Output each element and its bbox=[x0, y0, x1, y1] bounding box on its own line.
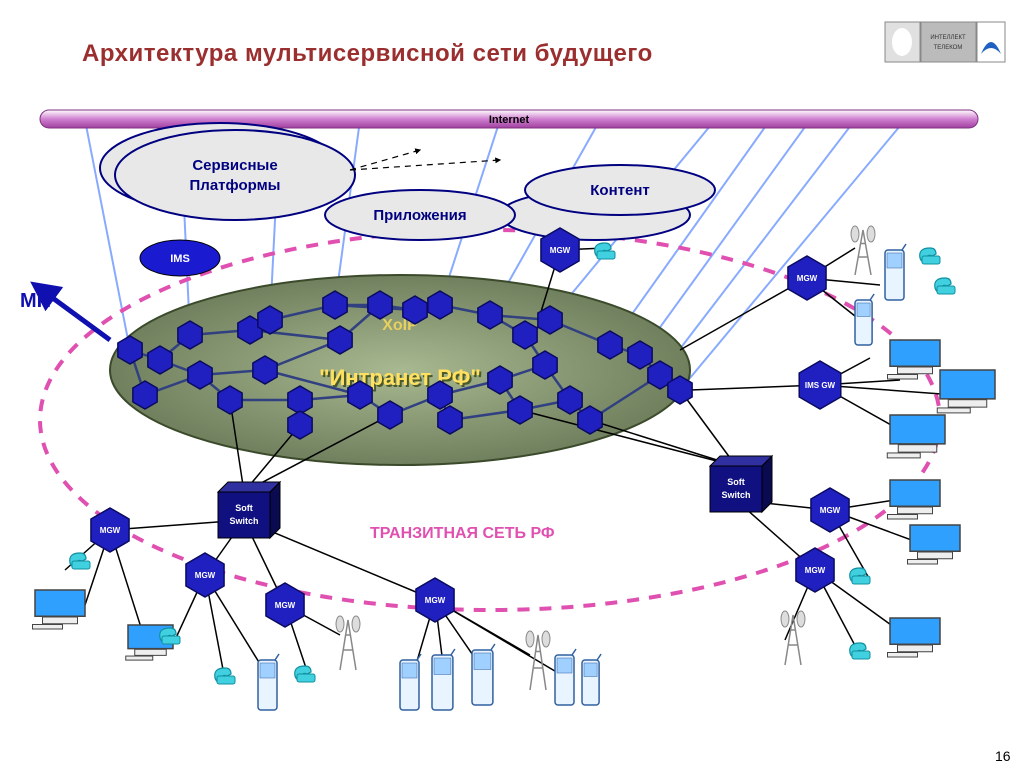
svg-text:MGW: MGW bbox=[425, 596, 446, 605]
svg-text:ИНТЕЛЛЕКТ: ИНТЕЛЛЕКТ bbox=[930, 35, 966, 41]
svg-text:Switch: Switch bbox=[229, 516, 258, 526]
svg-text:ТЕЛЕКОМ: ТЕЛЕКОМ bbox=[934, 45, 963, 51]
svg-text:MGW: MGW bbox=[275, 601, 296, 610]
svg-text:IMS GW: IMS GW bbox=[805, 381, 836, 390]
svg-text:Контент: Контент bbox=[590, 182, 649, 199]
svg-text:Приложения: Приложения bbox=[373, 207, 466, 224]
svg-text:Сервисные: Сервисные bbox=[192, 157, 277, 174]
svg-text:Soft: Soft bbox=[727, 477, 745, 487]
svg-text:MGW: MGW bbox=[195, 571, 216, 580]
svg-text:Switch: Switch bbox=[721, 490, 750, 500]
svg-text:MGW: MGW bbox=[820, 506, 841, 515]
svg-text:MGW: MGW bbox=[805, 566, 826, 575]
svg-text:Soft: Soft bbox=[235, 503, 253, 513]
svg-text:MGW: MGW bbox=[797, 274, 818, 283]
page-number: 16 bbox=[995, 748, 1011, 764]
diagram-canvas: ИНТЕЛЛЕКТ ТЕЛЕКОМ Internet Сервисные Платфор… bbox=[0, 0, 1024, 768]
svg-text:Платформы: Платформы bbox=[190, 177, 281, 194]
svg-text:IMS: IMS bbox=[170, 253, 190, 265]
transit-label: ТРАНЗИТНАЯ СЕТЬ РФ bbox=[370, 525, 555, 543]
svg-text:Internet: Internet bbox=[489, 114, 530, 126]
svg-text:MGW: MGW bbox=[550, 246, 571, 255]
mn-label: МН bbox=[20, 290, 51, 313]
page-title: Архитектура мультисервисной сети будущег… bbox=[82, 40, 653, 68]
svg-text:MGW: MGW bbox=[100, 526, 121, 535]
svg-text:"Интранет РФ": "Интранет РФ" bbox=[319, 365, 481, 390]
